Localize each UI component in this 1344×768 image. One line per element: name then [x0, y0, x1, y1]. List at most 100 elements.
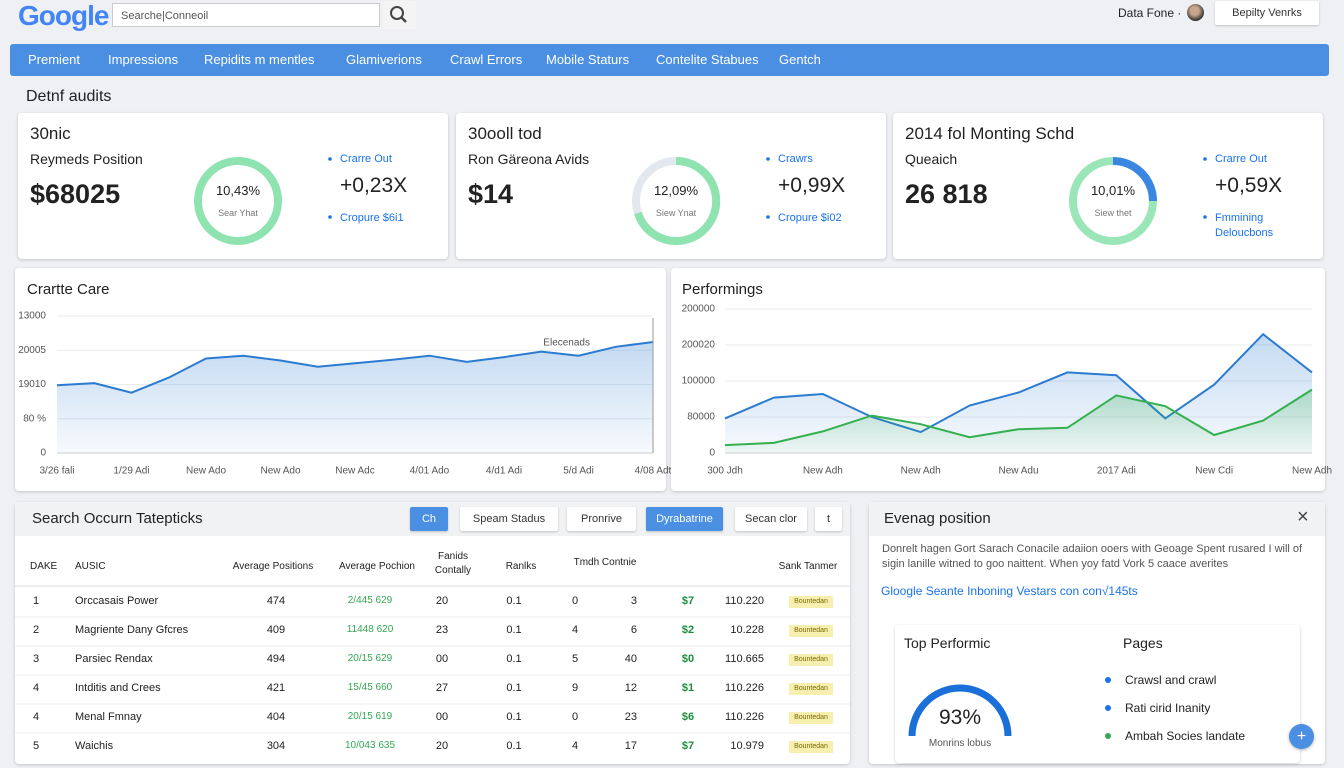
status-badge: Bountedan: [789, 596, 833, 608]
status-badge: Bountedan: [789, 683, 833, 695]
table-cell: 12: [624, 682, 637, 694]
side-link[interactable]: Gloogle Seante Inboning Vestars con con√…: [881, 584, 1138, 598]
table-header: DAKE: [30, 561, 58, 572]
nav-tab[interactable]: Glamiverions: [346, 52, 422, 67]
table-header: Sank Tanmer: [778, 561, 838, 572]
table-header: Tmdh Contnie: [573, 557, 637, 568]
chart-title: Performings: [682, 281, 763, 298]
nav-tab[interactable]: Crawl Errors: [450, 52, 523, 67]
stat-link[interactable]: Fmmining Deloucbons: [1215, 212, 1274, 239]
filter-button[interactable]: Dyrabatrine: [646, 507, 723, 531]
table-cell: 110.665: [725, 653, 764, 665]
card-value: $68025: [30, 179, 121, 209]
stat-value: +0,59X: [1215, 174, 1283, 197]
table-cell: $0: [681, 653, 695, 665]
status-badge: Bountedan: [789, 712, 833, 724]
card-label: Ron Gäreona Avids: [468, 151, 590, 167]
table-cell: 27: [435, 682, 449, 694]
page-item[interactable]: Crawsl and crawl: [1125, 673, 1217, 687]
table-cell: 17: [624, 740, 637, 752]
table-cell: 474: [266, 595, 286, 607]
status-badge: Bountedan: [789, 654, 833, 666]
nav-tab[interactable]: Gentch: [779, 52, 821, 67]
gauge-value: 93%: [938, 706, 982, 729]
card-value: $14: [468, 179, 514, 209]
search-box[interactable]: Searche|Conneoil: [112, 3, 380, 27]
table-cell: 1: [33, 595, 40, 607]
table-cell: 409: [266, 624, 286, 636]
donut-value: 12,09%: [653, 183, 699, 198]
table-cell: 0.1: [506, 653, 522, 665]
card-title: 30ooll tod: [468, 124, 542, 143]
table-cell: 4: [33, 682, 40, 694]
table-cell: 20/15 629: [347, 653, 393, 664]
table-cell: 2: [33, 624, 40, 636]
table-panel: [15, 502, 850, 764]
page-item[interactable]: Ambah Socies landate: [1125, 729, 1246, 743]
nav-tab[interactable]: Mobile Staturs: [546, 52, 630, 67]
filter-button[interactable]: Pronrive: [567, 507, 636, 531]
card-label: Reymeds Position: [30, 151, 143, 167]
avatar[interactable]: [1187, 4, 1204, 21]
filter-button[interactable]: Speam Stadus: [460, 507, 558, 531]
donut-label: Siew Ynat: [655, 208, 697, 218]
card-value: 26 818: [905, 179, 988, 209]
filter-button[interactable]: Ch: [410, 507, 448, 531]
logo[interactable]: Google: [18, 0, 109, 31]
donut-value: 10,43%: [215, 183, 261, 198]
table-cell: $1: [681, 682, 695, 694]
chart-title: Crartte Care: [27, 281, 110, 298]
table-title: Search Occurn Tatepticks: [32, 510, 203, 527]
table-cell: $7: [681, 740, 695, 752]
stat-value: +0,23X: [340, 174, 408, 197]
table-cell: 0.1: [506, 711, 522, 723]
nav-tab[interactable]: Premient: [28, 52, 81, 67]
card-label: Queaich: [905, 151, 958, 167]
top-card-title: Top Performic: [904, 635, 991, 651]
table-cell: 9: [571, 682, 579, 694]
table-cell: 23: [624, 711, 637, 723]
table-cell: 00: [435, 653, 449, 665]
nav-tab[interactable]: Contelite Stabues: [656, 52, 759, 67]
table-cell: 4: [33, 711, 40, 723]
table-cell: 110.220: [725, 595, 764, 607]
nav-tab[interactable]: Repidits m mentles: [204, 52, 315, 67]
table-cell: 494: [266, 653, 286, 665]
table-cell: 6: [630, 624, 637, 636]
table-cell: 40: [624, 653, 637, 665]
table-cell: Intditis and Crees: [75, 682, 161, 694]
stat-link[interactable]: Crarre Out: [340, 153, 392, 165]
search-button[interactable]: [382, 1, 416, 29]
table-header: Fanids Contally: [434, 551, 472, 576]
nav-tab[interactable]: Impressions: [108, 52, 179, 67]
stat-link[interactable]: Cropure $6i1: [340, 212, 404, 224]
table-cell: $6: [681, 711, 695, 723]
filter-button[interactable]: Secan clor: [735, 507, 807, 531]
section-title: Detnf audits: [26, 88, 112, 105]
close-button[interactable]: ×: [1297, 506, 1309, 528]
table-cell: 23: [435, 624, 449, 636]
table-cell: Orccasais Power: [75, 595, 159, 607]
table-header: Average Pochion: [339, 561, 415, 572]
header-button[interactable]: Bepilty Venrks: [1215, 1, 1319, 25]
page-item[interactable]: Rati cirid Inanity: [1125, 701, 1211, 715]
table-cell: 00: [435, 711, 449, 723]
table-cell: Parsiec Rendax: [75, 653, 153, 665]
table-cell: 10.228: [730, 624, 764, 636]
table-cell: $7: [681, 595, 695, 607]
table-cell: 0: [571, 595, 579, 607]
table-cell: 10.979: [730, 740, 764, 752]
donut-label: Sear Yhat: [218, 208, 258, 218]
table-cell: 404: [266, 711, 286, 723]
table-cell: 0.1: [506, 624, 522, 636]
table-cell: Magriente Dany Gfcres: [75, 624, 189, 636]
stat-link[interactable]: Cropure $i02: [778, 212, 842, 224]
fab-button[interactable]: +: [1289, 724, 1314, 749]
table-header: Ranlks: [505, 561, 537, 572]
table-cell: 0: [571, 711, 579, 723]
stat-link[interactable]: Crawrs: [778, 153, 813, 165]
filter-button[interactable]: t: [815, 507, 842, 531]
stat-link[interactable]: Crarre Out: [1215, 153, 1267, 165]
chart-panel: [15, 268, 666, 491]
